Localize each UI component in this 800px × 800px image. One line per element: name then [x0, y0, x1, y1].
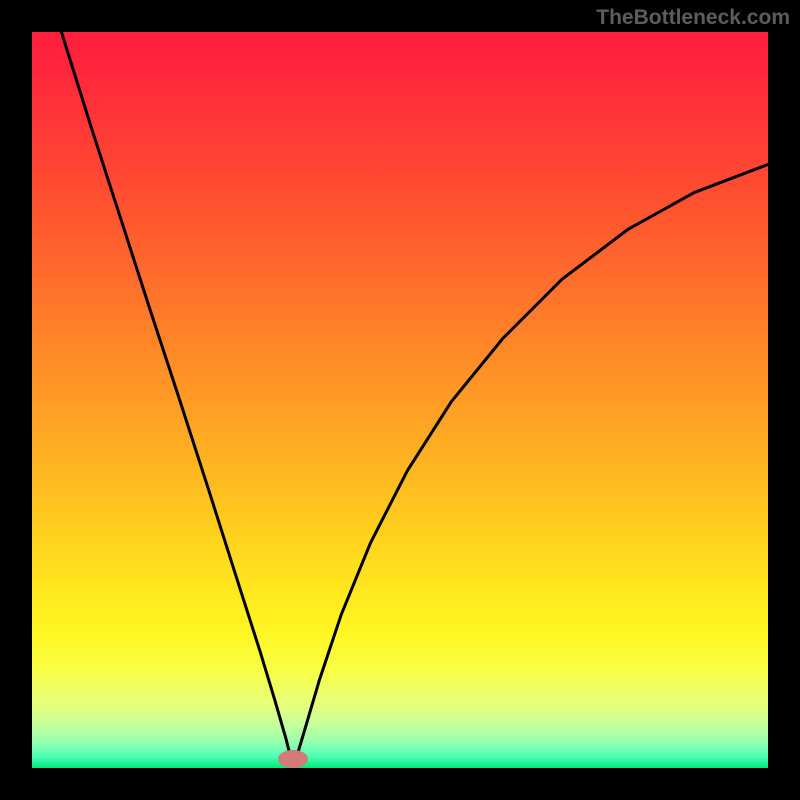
v-curve: [32, 32, 768, 768]
plot-area: [32, 32, 768, 768]
apex-marker-shape: [278, 750, 308, 768]
watermark-text: TheBottleneck.com: [596, 6, 790, 30]
curve-path: [61, 32, 768, 767]
apex-marker: [278, 750, 308, 768]
